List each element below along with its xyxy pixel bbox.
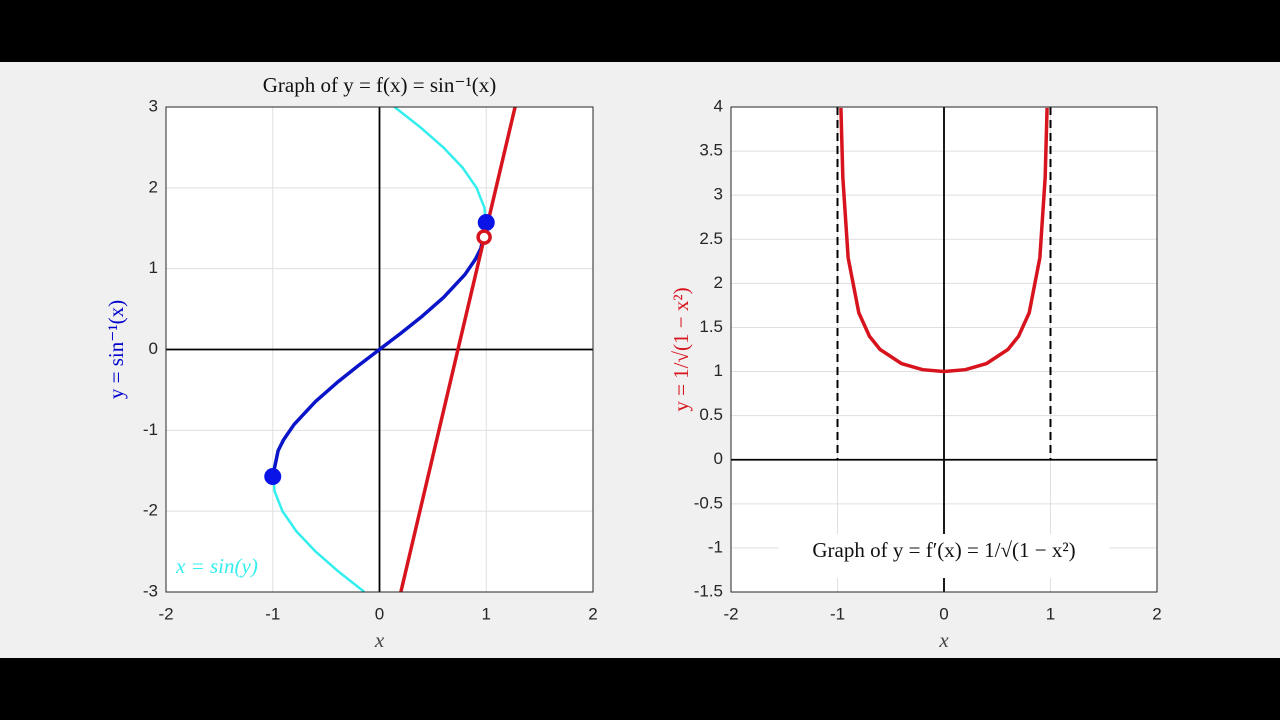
y-tick-label: 2 <box>149 177 158 196</box>
y-axis-label: y = sin⁻¹(x) <box>104 300 128 399</box>
axes-frame <box>165 106 594 593</box>
point <box>264 467 282 485</box>
plot-layer <box>731 107 1157 592</box>
x-tick-label: 0 <box>375 604 384 623</box>
x-tick-label: 1 <box>482 604 491 623</box>
y-tick-label: 1.5 <box>699 317 723 336</box>
y-axis-label: y = 1/√(1 − x²) <box>669 287 693 411</box>
axes-frame <box>730 106 1158 593</box>
x-tick-label: -1 <box>830 604 845 623</box>
point <box>477 214 495 232</box>
x-tick-label: 2 <box>588 604 597 623</box>
x-axis-label: x <box>938 628 949 652</box>
plot-layer <box>166 107 593 592</box>
y-tick-label: 0 <box>149 339 158 358</box>
x-tick-label: -1 <box>265 604 280 623</box>
annotation-bg <box>779 534 1109 578</box>
y-tick-label: 4 <box>714 96 723 115</box>
x-tick-label: -2 <box>723 604 738 623</box>
y-tick-label: 0 <box>714 449 723 468</box>
y-tick-label: 1 <box>714 361 723 380</box>
chart-title: Graph of y = f(x) = sin⁻¹(x) <box>263 73 497 97</box>
curve-label: x = sin(y) <box>175 554 258 578</box>
point <box>476 229 492 245</box>
x-tick-label: 0 <box>939 604 948 623</box>
y-tick-label: 2 <box>714 273 723 292</box>
y-tick-label: -3 <box>143 581 158 600</box>
y-tick-label: -0.5 <box>694 493 723 512</box>
x-tick-label: 1 <box>1046 604 1055 623</box>
curve <box>271 222 488 477</box>
annotation: Graph of y = f′(x) = 1/√(1 − x²) <box>812 538 1075 562</box>
x-tick-label: 2 <box>1152 604 1161 623</box>
y-tick-label: -1 <box>708 537 723 556</box>
y-tick-label: 3 <box>149 96 158 115</box>
y-tick-label: -1.5 <box>694 581 723 600</box>
y-tick-label: 1 <box>149 258 158 277</box>
x-axis-label: x <box>374 628 385 652</box>
y-tick-label: -1 <box>143 420 158 439</box>
y-tick-label: 3 <box>714 185 723 204</box>
curve <box>839 107 1049 374</box>
y-tick-label: 2.5 <box>699 229 723 248</box>
curve <box>399 107 517 592</box>
x-tick-label: -2 <box>158 604 173 623</box>
y-tick-label: 0.5 <box>699 405 723 424</box>
y-tick-label: -2 <box>143 501 158 520</box>
y-tick-label: 3.5 <box>699 141 723 160</box>
